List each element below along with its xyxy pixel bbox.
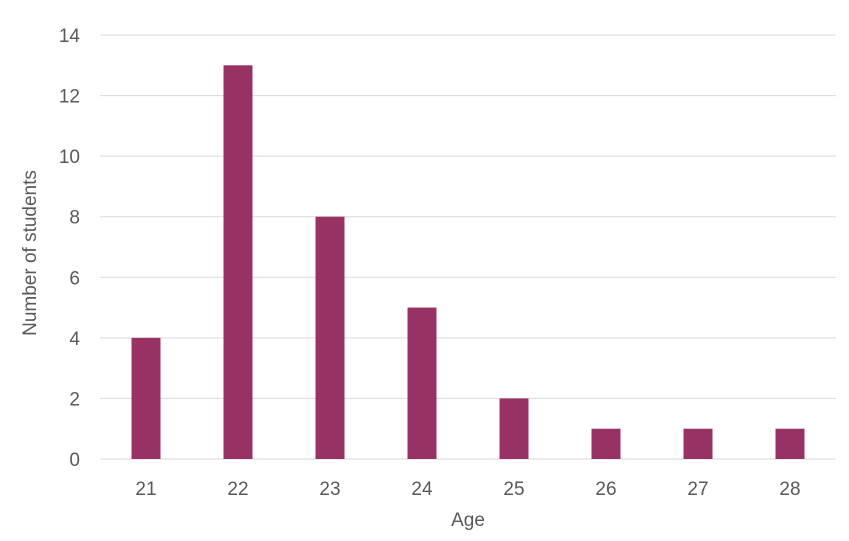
y-tick-label: 10	[59, 147, 80, 168]
y-tick-label: 8	[69, 208, 80, 229]
y-tick-label: 6	[69, 268, 80, 289]
y-axis-title: Number of students	[20, 170, 41, 336]
x-axis-ticks: 21 22 23 24 25 26 27 28	[135, 479, 800, 500]
y-tick-label: 0	[69, 450, 80, 471]
bar-age-25	[499, 398, 529, 459]
y-tick-label: 2	[69, 389, 80, 410]
bar-age-28	[775, 428, 805, 459]
bar-age-27	[683, 428, 713, 459]
x-tick-label: 22	[227, 479, 248, 500]
bar-age-26	[591, 428, 621, 459]
x-tick-label: 25	[503, 479, 524, 500]
gridlines	[100, 34, 836, 460]
bars	[131, 65, 805, 460]
x-tick-label: 23	[319, 479, 340, 500]
bar-age-22	[223, 65, 253, 460]
x-tick-label: 27	[687, 479, 708, 500]
x-tick-label: 21	[135, 479, 156, 500]
x-tick-label: 28	[779, 479, 800, 500]
bar-age-24	[407, 307, 437, 459]
bar-age-23	[315, 216, 345, 459]
bar-age-21	[131, 337, 161, 459]
y-tick-label: 4	[69, 329, 80, 350]
x-tick-label: 24	[411, 479, 433, 500]
y-tick-label: 14	[59, 26, 81, 47]
x-tick-label: 26	[595, 479, 616, 500]
y-axis-ticks: 0 2 4 6 8 10 12 14	[59, 26, 81, 471]
x-axis-title: Age	[451, 510, 485, 531]
y-tick-label: 12	[59, 87, 80, 108]
